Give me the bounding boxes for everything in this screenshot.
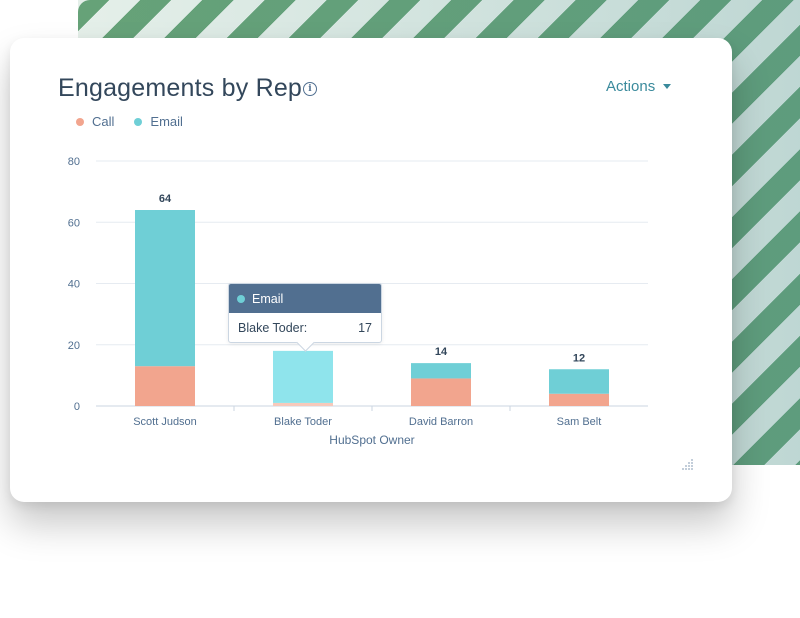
x-tick-label: Scott Judson <box>133 416 197 428</box>
chart-legend: Call Email <box>76 114 183 129</box>
info-icon[interactable]: i <box>303 82 317 96</box>
actions-dropdown[interactable]: Actions <box>606 78 672 95</box>
caret-down-icon <box>663 84 672 89</box>
tooltip-email-swatch <box>237 294 245 303</box>
y-tick-label: 20 <box>68 340 80 352</box>
chart-tooltip: Email Blake Toder: 17 <box>228 283 382 352</box>
bar-email-scott-judson <box>135 210 195 367</box>
legend-label-email: Email <box>150 114 183 129</box>
y-tick-label: 0 <box>74 401 80 413</box>
x-tick-label: David Barron <box>409 416 473 428</box>
x-axis-title: HubSpot Owner <box>329 433 414 447</box>
bar-email-blake-toder <box>273 350 333 403</box>
legend-item-call[interactable]: Call <box>76 114 114 129</box>
tooltip-body: Blake Toder: 17 <box>229 313 381 342</box>
report-card: Engagements by Rep i Actions Call Email … <box>10 38 732 502</box>
bar-call-scott-judson <box>135 366 195 406</box>
x-tick-label: Sam Belt <box>557 416 602 428</box>
x-tick-label: Blake Toder <box>274 416 332 428</box>
tooltip-owner: Blake Toder: <box>238 320 308 335</box>
tooltip-value: 17 <box>358 320 372 335</box>
y-tick-label: 60 <box>68 217 80 229</box>
bar-total-label: 64 <box>159 193 172 205</box>
legend-item-email[interactable]: Email <box>134 114 183 129</box>
bar-call-david-barron <box>411 378 471 406</box>
tooltip-series-name: Email <box>252 291 284 306</box>
legend-label-call: Call <box>92 114 115 129</box>
bar-total-label: 14 <box>435 346 448 358</box>
y-tick-label: 40 <box>68 279 80 291</box>
tooltip-header: Email <box>229 284 381 313</box>
call-swatch <box>76 117 84 126</box>
actions-label: Actions <box>606 78 656 95</box>
y-tick-label: 80 <box>68 156 80 168</box>
email-swatch <box>134 117 143 126</box>
bar-call-blake-toder <box>273 402 333 406</box>
report-title: Engagements by Rep <box>58 74 303 102</box>
resize-handle-icon[interactable] <box>680 458 694 472</box>
bar-total-label: 12 <box>573 352 585 364</box>
bar-chart: 0 20 40 60 80 64 Scott Judson Blake Toder 14 Davi… <box>68 156 648 447</box>
bar-email-sam-belt <box>549 369 609 394</box>
bar-call-sam-belt <box>549 393 609 406</box>
bar-email-david-barron <box>411 363 471 379</box>
